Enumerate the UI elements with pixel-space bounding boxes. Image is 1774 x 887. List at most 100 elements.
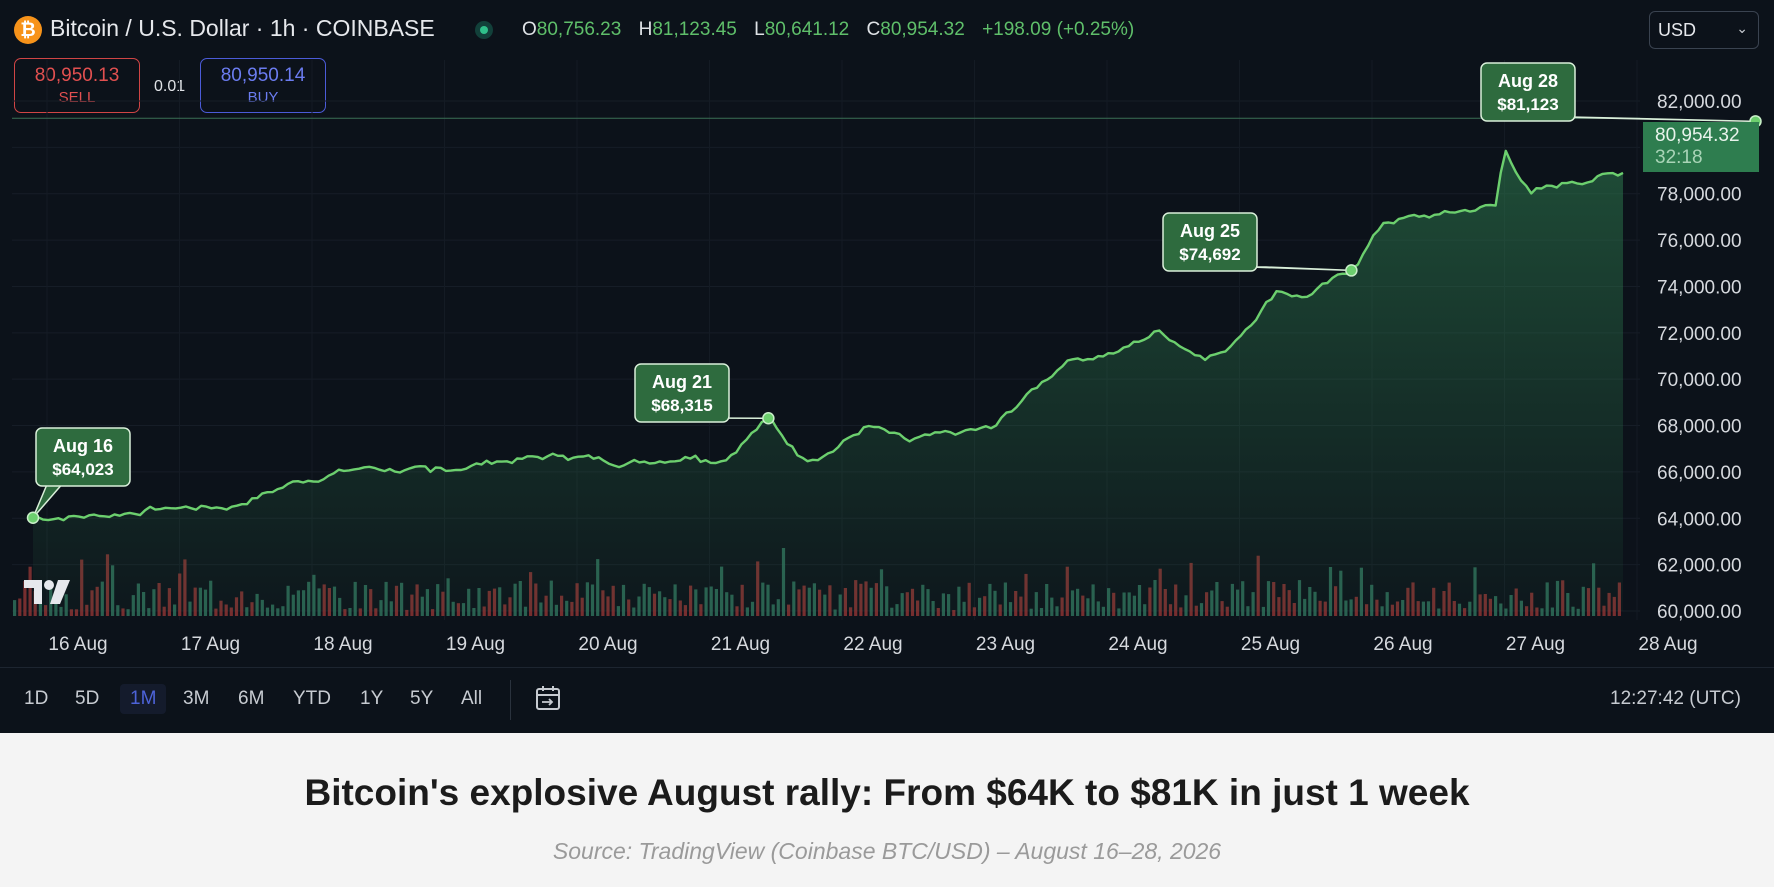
volume-bar bbox=[1117, 608, 1121, 616]
sell-price: 80,950.13 bbox=[34, 65, 120, 86]
price-area bbox=[33, 150, 1623, 611]
y-tick-label: 66,000.00 bbox=[1657, 463, 1742, 484]
tradingview-logo-icon bbox=[24, 580, 70, 604]
close-key: C bbox=[866, 19, 881, 40]
volume-bar bbox=[1380, 606, 1384, 616]
callout-price: $68,315 bbox=[651, 396, 712, 415]
spread-value: 0.01 bbox=[154, 78, 186, 95]
currency-select[interactable]: USD ⌄ bbox=[1649, 11, 1759, 49]
volume-bar bbox=[632, 607, 636, 616]
volume-bar bbox=[59, 606, 63, 616]
x-tick-label: 18 Aug bbox=[313, 634, 372, 655]
price-axis[interactable]: 82,000.0080,000.0078,000.0076,000.0074,0… bbox=[1657, 92, 1742, 623]
toolbar-divider bbox=[510, 680, 511, 720]
volume-bar bbox=[1571, 606, 1575, 616]
x-tick-label: 22 Aug bbox=[843, 634, 902, 655]
volume-bar bbox=[952, 610, 956, 616]
utc-clock[interactable]: 12:27:42 (UTC) bbox=[1610, 688, 1741, 709]
callout-pointer bbox=[32, 481, 66, 519]
volume-bar bbox=[1540, 608, 1544, 616]
callout-box bbox=[35, 427, 131, 487]
price-callout: Aug 16 $64,023 bbox=[26, 427, 131, 524]
y-tick-label: 74,000.00 bbox=[1657, 277, 1742, 298]
callout-date: Aug 16 bbox=[53, 436, 113, 456]
volume-bar bbox=[833, 609, 837, 616]
callout-pointer bbox=[1249, 266, 1352, 272]
x-tick-label: 26 Aug bbox=[1373, 634, 1432, 655]
volume-bar bbox=[343, 609, 347, 616]
x-tick-label: 19 Aug bbox=[446, 634, 505, 655]
volume-bar bbox=[1225, 606, 1229, 616]
low-value: 80,641.12 bbox=[764, 19, 850, 40]
x-tick-label: 17 Aug bbox=[181, 634, 240, 655]
volume-bar bbox=[735, 606, 739, 616]
volume-bar bbox=[74, 609, 79, 616]
volume-bar bbox=[69, 609, 73, 616]
symbol-title[interactable]: Bitcoin / U.S. Dollar · 1h · COINBASE bbox=[50, 15, 435, 41]
chart-panel: ₿ Bitcoin / U.S. Dollar · 1h · COINBASE … bbox=[0, 0, 1774, 733]
range-button-1y[interactable]: 1Y bbox=[360, 688, 384, 709]
buy-button[interactable]: 80,950.14 BUY bbox=[200, 58, 326, 113]
volume-bar bbox=[1535, 607, 1539, 616]
volume-bar bbox=[616, 606, 620, 616]
range-button-ytd[interactable]: YTD bbox=[293, 688, 331, 709]
volume-bar bbox=[13, 600, 17, 616]
sell-button[interactable]: 80,950.13 SELL bbox=[14, 58, 140, 113]
volume-bar bbox=[1055, 606, 1059, 616]
volume-bar bbox=[23, 581, 27, 616]
price-callout: Aug 21 $68,315 bbox=[634, 363, 775, 425]
range-button-all[interactable]: All bbox=[461, 688, 483, 709]
close-value: 80,954.32 bbox=[880, 19, 965, 40]
range-button-5d[interactable]: 5D bbox=[75, 688, 100, 709]
range-button-6m[interactable]: 6M bbox=[238, 688, 265, 709]
range-button-3m[interactable]: 3M bbox=[183, 688, 210, 709]
y-tick-label: 78,000.00 bbox=[1657, 185, 1742, 206]
high-key: H bbox=[638, 19, 653, 40]
callout-date: Aug 28 bbox=[1498, 71, 1558, 91]
x-tick-label: 23 Aug bbox=[976, 634, 1035, 655]
volume-bar bbox=[348, 608, 352, 616]
volume-bar bbox=[1576, 608, 1580, 616]
open-key: O bbox=[522, 19, 537, 40]
volume-bar bbox=[1101, 606, 1105, 616]
price-callouts: Aug 16$64,023 Aug 21$68,315 Aug 25$74,692 A… bbox=[26, 62, 1762, 524]
bar-countdown: 32:18 bbox=[1655, 147, 1703, 168]
volume-bar bbox=[1039, 608, 1044, 616]
sell-label: SELL bbox=[58, 89, 96, 106]
change-value: +198.09 (+0.25%) bbox=[982, 19, 1135, 40]
date-range-icon[interactable] bbox=[534, 684, 562, 712]
y-tick-label: 76,000.00 bbox=[1657, 231, 1742, 252]
chevron-down-icon: ⌄ bbox=[1736, 20, 1748, 36]
volume-bar bbox=[121, 608, 125, 616]
volume-bar bbox=[126, 609, 130, 616]
price-chart[interactable]: 82,000.0080,000.0078,000.0076,000.0074,0… bbox=[0, 0, 1774, 667]
callout-box bbox=[1480, 62, 1576, 122]
x-tick-label: 16 Aug bbox=[48, 634, 107, 655]
y-tick-label: 60,000.00 bbox=[1657, 602, 1742, 623]
volume-bar bbox=[214, 608, 218, 616]
volume-bar bbox=[147, 608, 151, 616]
y-tick-label: 72,000.00 bbox=[1657, 324, 1742, 345]
last-price-tag: 80,954.32 32:18 bbox=[1643, 122, 1759, 172]
currency-value: USD bbox=[1658, 20, 1697, 40]
price-line bbox=[32, 149, 1624, 522]
price-callout: Aug 25 $74,692 bbox=[1162, 212, 1358, 277]
range-button-1d[interactable]: 1D bbox=[24, 688, 49, 709]
buy-label: BUY bbox=[247, 89, 279, 106]
y-tick-label: 82,000.00 bbox=[1657, 92, 1742, 113]
volume-bar bbox=[523, 606, 528, 616]
callout-box bbox=[634, 363, 730, 423]
range-button-5y[interactable]: 5Y bbox=[410, 688, 434, 709]
caption-title: Bitcoin's explosive August rally: From $… bbox=[304, 772, 1470, 813]
bottom-toolbar bbox=[0, 667, 1774, 734]
buy-price: 80,950.14 bbox=[220, 65, 306, 86]
open-value: 80,756.23 bbox=[536, 19, 622, 40]
volume-bar bbox=[1179, 607, 1183, 616]
volume-bar bbox=[229, 607, 233, 616]
callout-price: $74,692 bbox=[1179, 245, 1240, 264]
time-axis[interactable]: 16 Aug 17 Aug 18 Aug 19 Aug 20 Aug 21 Aug 22 A… bbox=[48, 634, 1697, 655]
x-tick-label: 24 Aug bbox=[1108, 634, 1167, 655]
range-button-1m[interactable]: 1M bbox=[120, 684, 167, 714]
market-status-icon[interactable] bbox=[475, 21, 493, 39]
